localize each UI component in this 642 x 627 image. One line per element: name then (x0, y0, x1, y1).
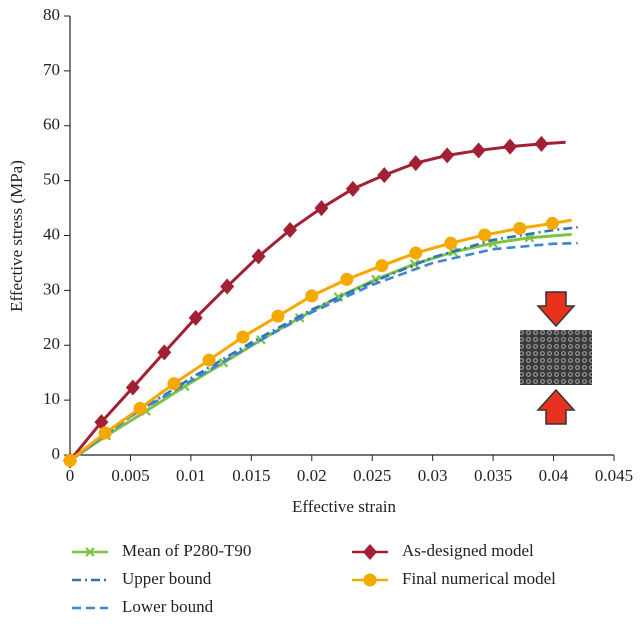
data-point (271, 309, 285, 323)
data-point (503, 138, 518, 155)
data-point (314, 200, 329, 217)
data-point (251, 248, 266, 265)
data-point (440, 147, 455, 164)
data-point (545, 216, 559, 230)
legend-label: Mean of P280-T90 (122, 541, 251, 560)
x-tick-label: 0.035 (474, 466, 512, 485)
data-point (340, 272, 354, 286)
x-axis-label: Effective strain (292, 497, 397, 516)
series-line (69, 225, 578, 462)
y-tick-label: 40 (43, 224, 60, 243)
x-tick-label: 0.04 (539, 466, 569, 485)
data-point (125, 379, 140, 396)
data-point (444, 236, 458, 250)
data-point (283, 222, 298, 239)
data-point (408, 155, 423, 172)
data-point (94, 414, 109, 431)
legend-marker (363, 573, 377, 587)
data-point (220, 278, 235, 295)
series-line (69, 218, 572, 462)
data-point (236, 330, 250, 344)
data-point (157, 344, 172, 361)
data-point (167, 377, 181, 391)
data-point (471, 142, 486, 159)
x-tick-label: 0.015 (232, 466, 270, 485)
y-tick-label: 60 (43, 115, 60, 134)
data-point (345, 180, 360, 197)
data-point (409, 246, 423, 260)
y-tick-label: 30 (43, 279, 60, 298)
inset-specimen (520, 291, 592, 425)
y-tick-label: 10 (43, 389, 60, 408)
data-point (305, 289, 319, 303)
data-point (478, 228, 492, 242)
y-tick-label: 0 (52, 444, 61, 463)
series-line (69, 241, 578, 462)
data-point (98, 426, 112, 440)
series-line (69, 232, 572, 462)
legend-marker (363, 544, 377, 560)
legend-label: As-designed model (402, 541, 534, 560)
data-point (534, 135, 549, 152)
data-point (513, 221, 527, 235)
x-tick-label: 0.025 (353, 466, 391, 485)
x-tick-label: 0.045 (595, 466, 633, 485)
y-tick-label: 80 (43, 5, 60, 24)
y-tick-label: 20 (43, 334, 60, 353)
legend-label: Lower bound (122, 597, 214, 616)
legend-marker (85, 547, 95, 557)
y-axis-label: Effective stress (MPa) (7, 160, 26, 312)
data-point (63, 453, 77, 467)
x-tick-label: 0.02 (297, 466, 327, 485)
y-tick-label: 50 (43, 170, 60, 189)
data-point (133, 401, 147, 415)
x-tick-label: 0.03 (418, 466, 448, 485)
legend-label: Final numerical model (402, 569, 556, 588)
data-point (202, 353, 216, 367)
legend-label: Upper bound (122, 569, 212, 588)
x-tick-label: 0.005 (111, 466, 149, 485)
x-tick-label: 0 (66, 466, 75, 485)
data-point (375, 259, 389, 273)
x-tick-label: 0.01 (176, 466, 206, 485)
data-point (377, 167, 392, 184)
y-tick-label: 70 (43, 60, 60, 79)
data-point (188, 309, 203, 326)
